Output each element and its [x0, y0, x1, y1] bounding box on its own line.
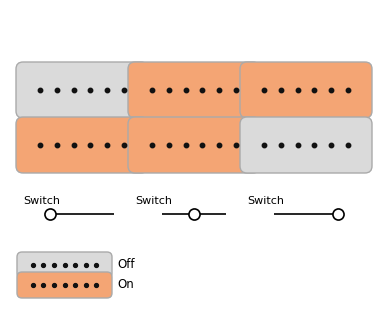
Text: On: On [117, 279, 134, 292]
FancyBboxPatch shape [128, 117, 260, 173]
FancyBboxPatch shape [16, 117, 148, 173]
FancyBboxPatch shape [128, 62, 260, 118]
Text: Switch: Switch [247, 196, 284, 206]
FancyBboxPatch shape [16, 62, 148, 118]
Text: Switch: Switch [23, 196, 60, 206]
FancyBboxPatch shape [240, 62, 372, 118]
FancyBboxPatch shape [17, 272, 112, 298]
Text: Off: Off [117, 258, 135, 271]
FancyBboxPatch shape [17, 252, 112, 278]
FancyBboxPatch shape [240, 117, 372, 173]
Text: Switch: Switch [135, 196, 172, 206]
